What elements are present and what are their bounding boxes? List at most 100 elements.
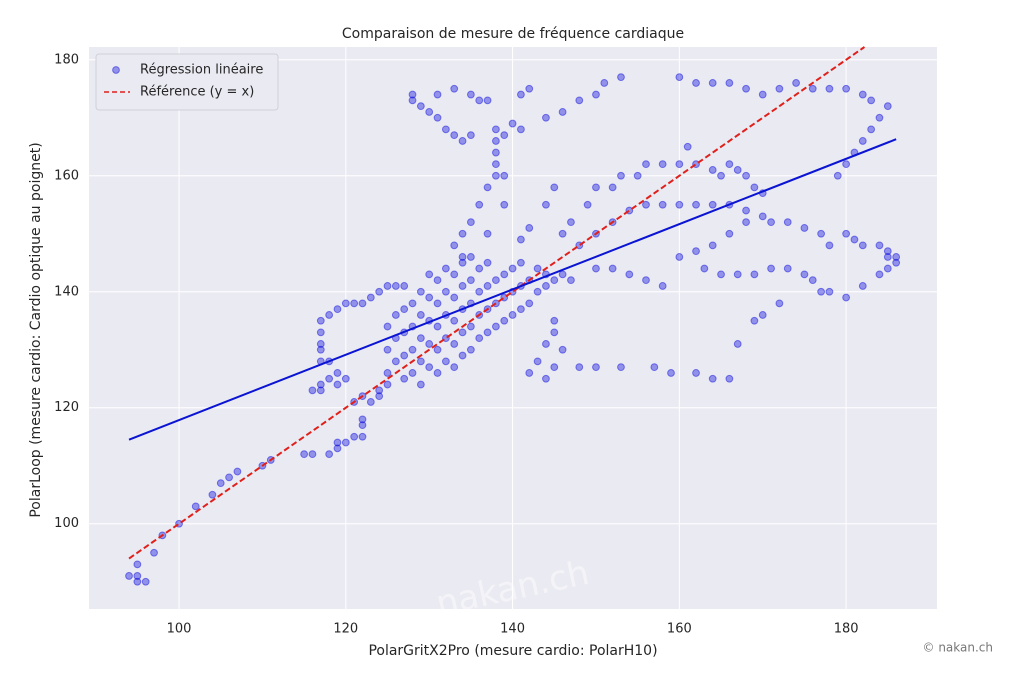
point	[208, 490, 217, 499]
point	[466, 90, 475, 99]
point	[817, 229, 825, 238]
point	[558, 108, 567, 116]
point	[383, 322, 392, 331]
point	[750, 316, 759, 325]
point	[216, 479, 225, 488]
point	[350, 432, 359, 441]
point	[533, 264, 542, 273]
point	[450, 270, 459, 279]
point	[316, 328, 325, 337]
point	[767, 218, 775, 227]
point	[133, 572, 142, 580]
point	[833, 171, 842, 180]
point	[542, 374, 550, 383]
point	[783, 218, 792, 227]
copyright: © nakan.ch	[923, 641, 994, 655]
point	[592, 90, 600, 99]
point	[441, 264, 450, 273]
point	[733, 270, 742, 279]
point	[500, 171, 509, 180]
point	[316, 386, 325, 395]
point	[758, 90, 767, 99]
point	[450, 363, 459, 372]
point	[325, 374, 334, 383]
point	[858, 137, 867, 145]
point	[400, 374, 409, 383]
point	[458, 137, 467, 145]
point	[333, 305, 342, 314]
point	[800, 224, 809, 232]
point	[858, 282, 867, 290]
point	[700, 264, 709, 273]
point	[191, 502, 200, 511]
point	[525, 224, 534, 232]
point	[416, 357, 425, 366]
point	[375, 392, 384, 401]
point	[450, 241, 459, 250]
point	[717, 171, 725, 180]
point	[642, 160, 650, 169]
point	[433, 345, 442, 354]
point	[308, 450, 317, 459]
point	[408, 96, 417, 105]
point	[658, 200, 667, 209]
point	[875, 241, 884, 250]
point	[433, 299, 442, 308]
y-tick-label: 180	[54, 52, 79, 67]
point	[658, 282, 667, 290]
point	[742, 218, 750, 227]
point	[492, 322, 500, 331]
legend-label: Régression linéaire	[140, 63, 263, 78]
point	[783, 264, 792, 273]
point	[725, 374, 734, 383]
point	[717, 270, 725, 279]
point	[375, 287, 384, 296]
point	[425, 293, 434, 302]
point	[341, 374, 350, 383]
point	[483, 183, 492, 192]
point	[883, 102, 892, 111]
y-tick-label: 100	[54, 516, 79, 531]
point	[375, 386, 384, 395]
point	[842, 160, 851, 169]
point	[483, 328, 492, 337]
point	[550, 328, 559, 337]
x-tick-label: 160	[667, 622, 692, 637]
point	[875, 270, 884, 279]
point	[358, 432, 367, 441]
point	[408, 369, 417, 377]
point	[592, 363, 600, 372]
point	[366, 398, 375, 406]
point	[517, 305, 525, 314]
point	[450, 316, 459, 325]
point	[675, 160, 684, 169]
point	[825, 84, 834, 93]
point	[825, 241, 834, 250]
point	[408, 90, 417, 99]
point	[867, 125, 876, 134]
point	[441, 125, 450, 134]
point	[466, 276, 475, 285]
point	[542, 340, 550, 348]
x-tick-label: 180	[834, 622, 859, 637]
point	[633, 171, 642, 180]
point	[133, 560, 142, 569]
point	[742, 84, 750, 93]
point	[742, 206, 750, 215]
point	[842, 229, 851, 238]
point	[883, 264, 892, 273]
point	[466, 345, 475, 354]
point	[450, 293, 459, 302]
point	[492, 276, 500, 285]
point	[508, 311, 517, 319]
point	[408, 345, 417, 354]
point	[650, 363, 659, 372]
point	[675, 200, 684, 209]
x-tick-label: 120	[333, 622, 358, 637]
point	[775, 84, 784, 93]
point	[642, 276, 650, 285]
point	[383, 282, 392, 290]
point	[733, 340, 742, 348]
